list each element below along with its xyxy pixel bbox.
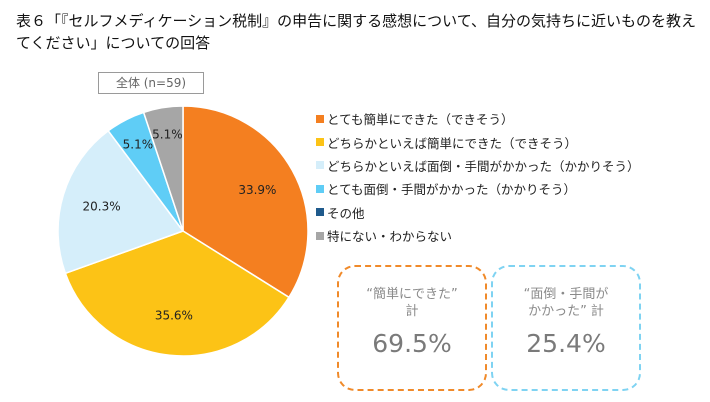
summary-easy-label-line1: “簡単にできた” <box>366 287 458 302</box>
summary-box-easy: “簡単にできた” 計 69.5% <box>337 265 487 391</box>
legend-swatch <box>316 208 324 217</box>
legend-swatch <box>316 231 324 240</box>
legend-item: どちらかといえば簡単にできた（できそう） <box>316 130 640 153</box>
legend-swatch <box>316 138 324 147</box>
pie-slice <box>57 129 185 275</box>
summary-hard-value: 25.4% <box>526 329 606 358</box>
legend-label: とても簡単にできた（できそう） <box>327 112 514 128</box>
legend-item: とても面倒・手間がかかった（かかりそう） <box>316 177 640 200</box>
summary-box-hard: “面倒・手間が かかった” 計 25.4% <box>491 265 641 391</box>
legend-item: とても簡単にできた（できそう） <box>316 107 640 130</box>
legend-label: どちらかといえば簡単にできた（できそう） <box>327 135 578 151</box>
legend-item: 特にない・わからない <box>316 224 640 247</box>
legend-swatch <box>316 114 324 123</box>
legend-item: その他 <box>316 201 640 224</box>
slice-value-label: 5.1% <box>123 138 154 152</box>
summary-easy-value: 69.5% <box>372 329 452 358</box>
summary-hard-label-line1: “面倒・手間が <box>523 287 609 302</box>
legend: とても簡単にできた（できそう） どちらかといえば簡単にできた（できそう） どちらかと… <box>316 107 640 247</box>
slice-value-label: 20.3% <box>83 200 121 214</box>
legend-item: どちらかといえば面倒・手間がかかった（かかりそう） <box>316 154 640 177</box>
pie-slice <box>64 230 290 357</box>
slice-value-label: 5.1% <box>152 128 183 142</box>
legend-label: 特にない・わからない <box>327 229 453 245</box>
summary-easy-label-line2: 計 <box>405 304 419 319</box>
pie-slice <box>182 105 309 299</box>
legend-label: その他 <box>327 205 365 221</box>
legend-swatch <box>316 161 324 170</box>
summary-hard-label-line2: かかった” 計 <box>528 304 604 319</box>
slice-value-label: 35.6% <box>155 309 193 323</box>
subset-label: 全体 (n=59) <box>98 72 204 94</box>
legend-label: とても面倒・手間がかかった（かかりそう） <box>327 182 577 198</box>
legend-swatch <box>316 184 324 193</box>
chart-title: 表６「『セルフメディケーション税制』の申告に関する感想について、自分の気持ちに近… <box>16 12 696 52</box>
pie-slice <box>142 105 184 232</box>
legend-label: どちらかといえば面倒・手間がかかった（かかりそう） <box>327 158 640 174</box>
slice-value-label: 33.9% <box>238 183 276 197</box>
